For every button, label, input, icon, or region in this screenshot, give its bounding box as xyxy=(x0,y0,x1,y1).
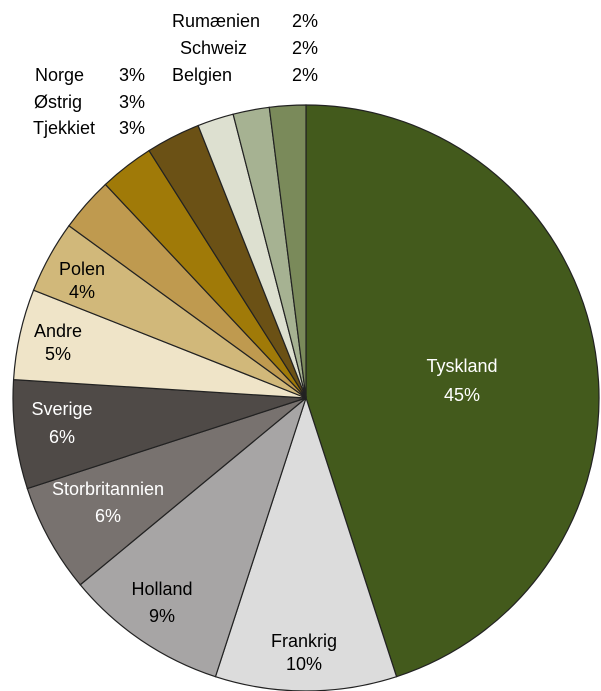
slice-value-label: 3% xyxy=(119,118,145,138)
slice-label: Norge xyxy=(35,65,84,85)
slice-value-label: 3% xyxy=(119,92,145,112)
pie-slice xyxy=(305,104,600,678)
slice-value-label: 4% xyxy=(69,282,95,302)
slice-value-label: 3% xyxy=(119,65,145,85)
slice-value-label: 5% xyxy=(45,344,71,364)
slice-value-label: 6% xyxy=(95,506,121,526)
pie-slice xyxy=(268,104,307,399)
slice-label: Frankrig xyxy=(271,631,337,651)
slice-label: Tjekkiet xyxy=(33,118,95,138)
slice-label: Schweiz xyxy=(180,38,247,58)
slice-value-label: 9% xyxy=(149,606,175,626)
slice-value-label: 45% xyxy=(444,385,480,405)
slice-label: Andre xyxy=(34,321,82,341)
slice-value-label: 2% xyxy=(292,65,318,85)
slice-label: Tyskland xyxy=(426,356,497,376)
slice-value-label: 2% xyxy=(292,11,318,31)
slice-value-label: 10% xyxy=(286,654,322,674)
slice-label: Belgien xyxy=(172,65,232,85)
pie-slice xyxy=(79,396,308,678)
slice-label: Rumænien xyxy=(172,11,260,31)
slice-label: Østrig xyxy=(34,92,82,112)
slice-value-label: 6% xyxy=(49,427,75,447)
slice-label: Sverige xyxy=(31,399,92,419)
slice-value-label: 2% xyxy=(292,38,318,58)
slice-label: Storbritannien xyxy=(52,479,164,499)
slice-label: Polen xyxy=(59,259,105,279)
slice-label: Holland xyxy=(131,579,192,599)
